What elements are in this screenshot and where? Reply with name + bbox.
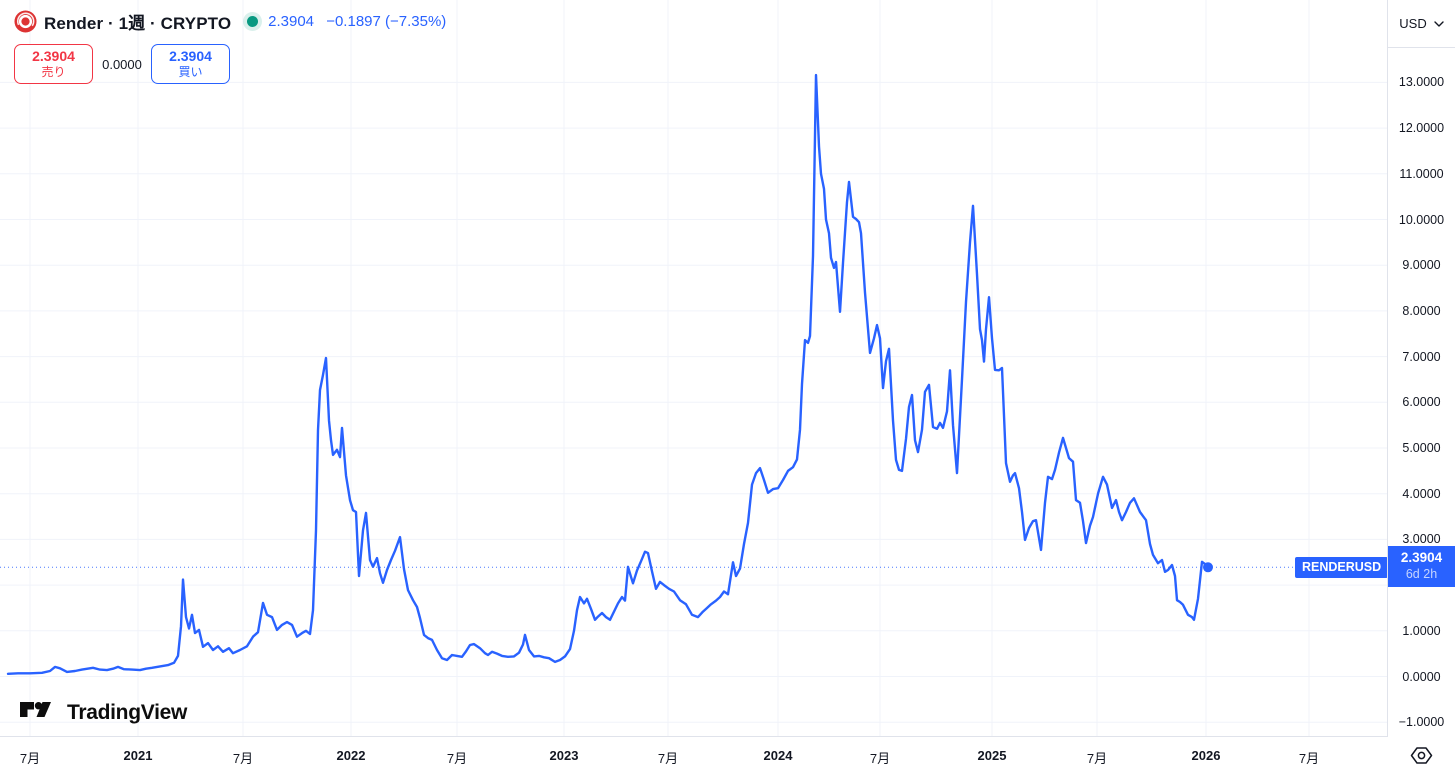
time-axis-label: 2022 [336,748,366,763]
current-price-value: 2.3904 [1400,550,1443,566]
buy-label: 買い [178,65,203,79]
price-axis-label: 0.0000 [1402,669,1441,684]
price-axis-label: −1.0000 [1398,715,1445,730]
trade-buttons-row: 2.3904 売り 0.0000 2.3904 買い [14,44,446,84]
quote: 2.3904 −0.1897 (−7.35%) [268,13,446,30]
price-axis[interactable]: USD 13.0000 12.0000 11.0000 10.0000 9.0000 8.… [1387,0,1455,776]
series-label-renderusd: RENDERUSD [1295,556,1389,578]
price-axis-label: 8.0000 [1402,303,1441,318]
symbol-title-row[interactable]: Render · 1週 · CRYPTO 2.3904 −0.1897 (−7.… [14,8,446,35]
time-axis-label: 7月 [1298,751,1320,766]
price-axis-label: 4.0000 [1402,486,1441,501]
render-logo-icon [14,10,37,33]
sell-price: 2.3904 [32,48,75,64]
price-axis-label: 5.0000 [1402,441,1441,455]
chevron-down-icon [1434,20,1444,27]
bar-countdown: 6d 2h [1405,567,1438,582]
gear-icon [1410,746,1433,764]
sell-button[interactable]: 2.3904 売り [14,44,93,84]
price-axis-label: 11.0000 [1399,166,1444,181]
buy-price: 2.3904 [169,48,212,64]
time-axis-label: 7月 [1086,751,1108,766]
symbol-header: Render · 1週 · CRYPTO 2.3904 −0.1897 (−7.… [14,8,446,84]
time-axis[interactable]: 7月 2021 7月 2022 7月 2023 7月 2024 7月 2025 7月 2026 7月 [0,736,1388,776]
price-axis-label: 13.0000 [1398,75,1445,90]
time-axis-label: 2026 [1191,748,1221,763]
time-axis-label: 2024 [763,748,793,763]
price-axis-label: 9.0000 [1402,258,1441,273]
buy-button[interactable]: 2.3904 買い [151,44,230,84]
time-axis-label: 2023 [549,748,579,763]
price-change: −0.1897 (−7.35%) [326,13,447,30]
price-chart-canvas[interactable] [0,0,1388,776]
currency-selector[interactable]: USD [1388,0,1455,48]
market-open-dot [247,16,259,27]
tradingview-wordmark: TradingView [67,701,188,724]
time-axis-label: 7月 [446,751,468,766]
time-axis-label: 7月 [19,751,41,766]
time-axis-label: 7月 [657,751,679,766]
current-price-badge: 2.3904 6d 2h [1388,546,1455,588]
sell-label: 売り [41,65,66,79]
last-price: 2.3904 [268,13,315,30]
tradingview-attribution[interactable]: TradingView [20,701,187,725]
symbol-title: Render · 1週 · CRYPTO [44,14,232,33]
currency-selector-label: USD [1399,16,1427,31]
price-axis-label: 10.0000 [1398,212,1445,227]
price-axis-label: 3.0000 [1402,532,1441,547]
price-axis-label: 1.0000 [1402,623,1441,638]
time-axis-label: 2021 [123,748,153,763]
spread-value: 0.0000 [102,56,142,72]
tradingview-logo-icon [20,701,51,717]
time-axis-label: 2025 [977,748,1007,763]
time-axis-label: 7月 [232,751,254,766]
price-axis-label: 6.0000 [1402,395,1441,410]
time-axis-label: 7月 [869,751,891,766]
price-axis-label: 12.0000 [1398,121,1445,136]
price-axis-label: 7.0000 [1402,349,1441,364]
axis-settings-button[interactable] [1388,740,1455,770]
